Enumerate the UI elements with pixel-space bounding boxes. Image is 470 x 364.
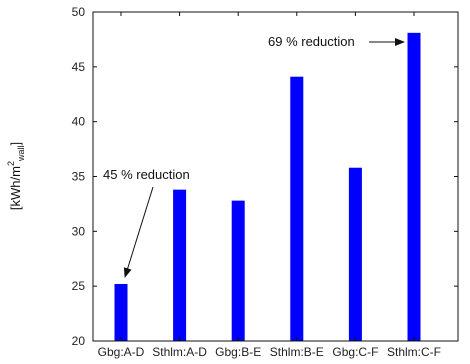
y-tick-label: 50 xyxy=(72,5,86,19)
bar-gbg-b-e xyxy=(231,200,245,341)
plot-area xyxy=(93,12,458,341)
y-axis-label-end: ] xyxy=(8,142,23,146)
x-tick-label: Sthlm:A-D xyxy=(152,345,207,359)
bar-sthlm-a-d xyxy=(173,189,187,341)
bar-gbg-c-f xyxy=(348,167,362,341)
x-tick-label: Gbg:C-F xyxy=(332,345,378,359)
annotation-arrow-45 xyxy=(123,186,154,278)
y-tick-label: 30 xyxy=(72,224,86,238)
y-tick-label: 35 xyxy=(72,170,86,184)
y-tick-label: 25 xyxy=(72,279,86,293)
bar-sthlm-c-f xyxy=(407,32,421,341)
y-tick-label: 40 xyxy=(72,115,86,129)
y-tick-label: 20 xyxy=(72,334,86,348)
y-axis-label-sub: wall xyxy=(16,146,26,163)
y-axis-label-sup: 2 xyxy=(6,161,16,166)
x-tick-label: Sthlm:C-F xyxy=(387,345,441,359)
y-axis-label-base: [kWh/m xyxy=(8,166,23,210)
bar-sthlm-b-e xyxy=(290,76,304,341)
plot-frame xyxy=(92,11,459,342)
y-axis-label: [kWh/m2wall] xyxy=(6,142,26,210)
annotation-69-reduction: 69 % reduction xyxy=(268,34,355,49)
x-tick-label: Sthlm:B-E xyxy=(270,345,324,359)
y-tick-label: 45 xyxy=(72,60,86,74)
x-tick-label: Gbg:A-D xyxy=(98,345,145,359)
bar-gbg-a-d xyxy=(114,283,128,341)
annotation-45-reduction: 45 % reduction xyxy=(103,167,190,182)
x-tick-label: Gbg:B-E xyxy=(215,345,261,359)
